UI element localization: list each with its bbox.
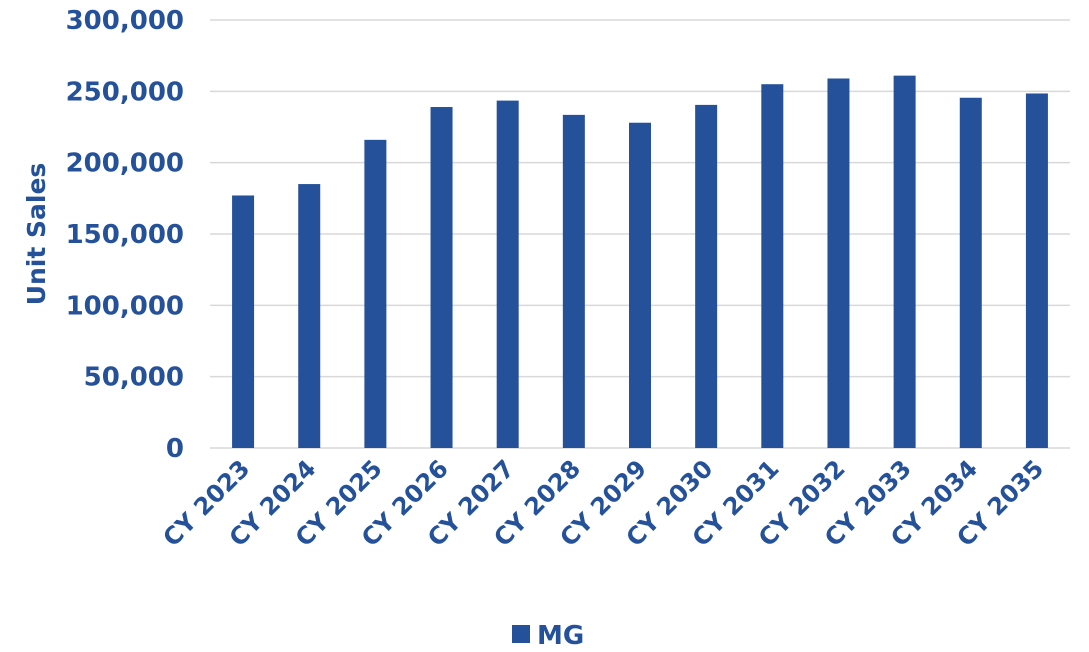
legend-swatch bbox=[512, 625, 530, 643]
bar bbox=[496, 100, 519, 449]
bar bbox=[298, 184, 321, 449]
bar bbox=[1025, 93, 1048, 449]
bar bbox=[562, 114, 585, 448]
y-tick-label: 0 bbox=[166, 434, 184, 464]
y-tick-label: 300,000 bbox=[66, 6, 184, 36]
y-axis-title: Unit Sales bbox=[22, 163, 51, 306]
bar bbox=[761, 84, 784, 448]
y-tick-label: 200,000 bbox=[66, 149, 184, 179]
y-axis-ticks: 0 50,000 100,000 150,000 200,000 250,000 300,0… bbox=[66, 6, 184, 464]
bar bbox=[893, 75, 916, 448]
bar bbox=[959, 97, 982, 449]
y-tick-label: 100,000 bbox=[66, 291, 184, 321]
y-tick-label: 50,000 bbox=[84, 363, 184, 393]
bar bbox=[364, 139, 387, 448]
y-tick-label: 150,000 bbox=[66, 220, 184, 250]
bar bbox=[695, 104, 718, 449]
y-tick-label: 250,000 bbox=[66, 77, 184, 107]
bar bbox=[430, 107, 453, 448]
legend: MG bbox=[512, 621, 584, 651]
bars bbox=[232, 75, 1048, 449]
legend-label: MG bbox=[537, 621, 584, 651]
bar bbox=[827, 78, 850, 448]
bar bbox=[629, 122, 651, 448]
bar bbox=[232, 195, 255, 448]
